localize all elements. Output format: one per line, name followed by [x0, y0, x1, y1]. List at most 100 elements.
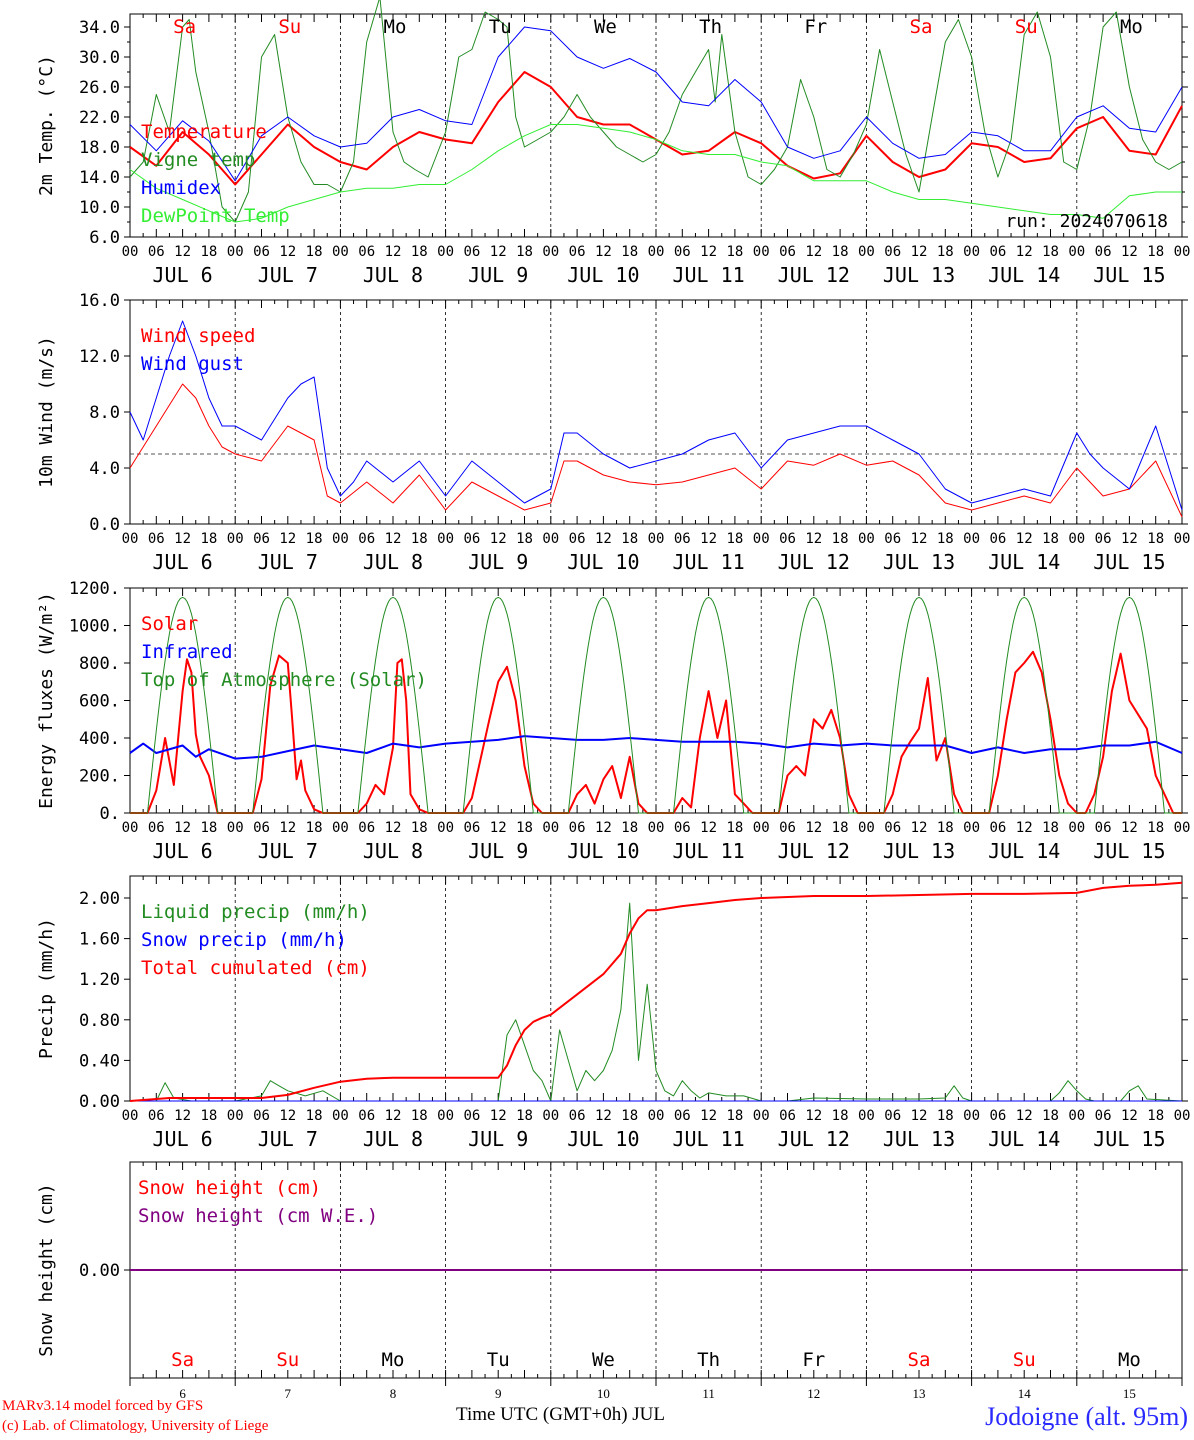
day-label: JUL 10 [567, 263, 639, 287]
series-line-wind-speed [129, 383, 1183, 518]
day-label: JUL 13 [883, 550, 955, 574]
hour-tick-label: 12 [385, 244, 402, 260]
hour-tick-label: 12 [595, 1108, 612, 1124]
hour-tick-label: 18 [621, 531, 638, 547]
y-tick-label: 0.40 [79, 1051, 120, 1071]
hour-tick-label: 00 [963, 244, 980, 260]
day-label: JUL 13 [883, 263, 955, 287]
hour-tick-label: 12 [1016, 1108, 1033, 1124]
day-label: JUL 6 [152, 550, 212, 574]
hour-tick-label: 18 [411, 531, 428, 547]
hour-tick-label: 06 [148, 820, 165, 836]
y-tick-label: 30.0 [79, 48, 120, 68]
hour-tick-label: 18 [411, 244, 428, 260]
weekday-label-top: We [594, 16, 617, 38]
y-tick-label: 0.80 [79, 1011, 120, 1031]
hour-tick-label: 12 [490, 1108, 507, 1124]
bottom-date-axis: 6 7 8 9 10 11 12 13 14 15 [129, 1377, 1183, 1401]
hour-tick-label: 00 [542, 244, 559, 260]
y-tick-label: 1200. [69, 579, 120, 599]
legend-entry: DewPoint Temp [141, 205, 290, 227]
day-label: JUL 14 [988, 839, 1060, 863]
day-label: JUL 11 [672, 263, 744, 287]
station-name: Jodoigne (alt. 95m) [985, 1402, 1188, 1431]
hour-tick-label: 18 [516, 1108, 533, 1124]
hour-tick-label: 00 [437, 531, 454, 547]
day-label: JUL 12 [778, 550, 850, 574]
hour-tick-label: 18 [306, 244, 323, 260]
hour-tick-label: 18 [516, 820, 533, 836]
weekday-label-top: Sa [910, 16, 933, 38]
hour-tick-label: 00 [648, 531, 665, 547]
y-tick-label: 14.0 [79, 168, 120, 188]
legend-entry: Infrared [141, 641, 233, 663]
hour-tick-label: 06 [674, 531, 691, 547]
y-tick-label: 800. [79, 654, 120, 674]
hour-tick-label: 06 [779, 244, 796, 260]
hour-tick-label: 18 [1042, 820, 1059, 836]
hour-tick-label: 12 [490, 244, 507, 260]
hour-tick-label: 12 [911, 1108, 928, 1124]
y-tick-label: 6.0 [89, 228, 120, 248]
hour-tick-label: 12 [805, 820, 822, 836]
day-label: JUL 6 [152, 839, 212, 863]
x-axis-title: Time UTC (GMT+0h) JUL [456, 1404, 665, 1425]
hour-tick-label: 00 [753, 1108, 770, 1124]
weekday-label-bottom: Fr [802, 1349, 825, 1371]
hour-tick-label: 18 [1147, 531, 1164, 547]
hour-tick-label: 18 [1042, 244, 1059, 260]
hour-tick-label: 18 [200, 531, 217, 547]
panel-1: 6.0 10.0 14.0 18.0 22.0 26.0 30.0 34.0 2m Temp. … [36, 0, 1190, 287]
day-label: JUL 6 [152, 1127, 212, 1151]
weekday-label-top: Mo [1120, 16, 1143, 38]
day-label: JUL 8 [363, 839, 423, 863]
hour-tick-label: 18 [937, 531, 954, 547]
weekday-label-bottom: Su [1013, 1349, 1036, 1371]
hour-tick-label: 06 [989, 1108, 1006, 1124]
hour-tick-label: 18 [726, 531, 743, 547]
series-line-vigne-temp [129, 0, 1183, 223]
hour-tick-label: 06 [674, 820, 691, 836]
hour-tick-label: 18 [306, 820, 323, 836]
hour-tick-label: 00 [753, 244, 770, 260]
hour-tick-label: 12 [385, 1108, 402, 1124]
panel-2: 0.0 4.0 8.0 12.0 16.0 10m Wind (m/s) Wind spee… [36, 291, 1190, 574]
day-label: JUL 8 [363, 550, 423, 574]
day-label: JUL 14 [988, 550, 1060, 574]
hour-tick-label: 18 [832, 531, 849, 547]
day-label: JUL 9 [468, 839, 528, 863]
hour-tick-label: 12 [490, 531, 507, 547]
hour-tick-label: 06 [148, 244, 165, 260]
hour-tick-label: 00 [1068, 820, 1085, 836]
hour-tick-label: 18 [937, 820, 954, 836]
bottom-day-number: 15 [1123, 1386, 1136, 1401]
hour-tick-label: 00 [332, 1108, 349, 1124]
day-label: JUL 14 [988, 1127, 1060, 1151]
hour-tick-label: 00 [963, 531, 980, 547]
y-tick-label: 1.20 [79, 970, 120, 990]
legend-entry: Solar [141, 613, 198, 635]
series-line-total-cumulated-cm- [129, 881, 1183, 1102]
hour-tick-label: 12 [174, 820, 191, 836]
hour-tick-label: 18 [1042, 1108, 1059, 1124]
y-axis-label: 2m Temp. (°C) [36, 55, 57, 196]
day-label: JUL 11 [672, 550, 744, 574]
hour-tick-label: 18 [516, 531, 533, 547]
y-tick-label: 0.0 [89, 515, 120, 535]
hour-tick-label: 12 [700, 820, 717, 836]
hour-tick-label: 12 [1016, 531, 1033, 547]
hour-tick-label: 06 [1095, 531, 1112, 547]
day-label: JUL 6 [152, 263, 212, 287]
day-label: JUL 10 [567, 1127, 639, 1151]
day-label: JUL 11 [672, 1127, 744, 1151]
weekday-label-top: Mo [384, 16, 407, 38]
legend-entry: Snow height (cm) [138, 1177, 321, 1199]
hour-tick-label: 00 [648, 244, 665, 260]
hour-tick-label: 12 [595, 531, 612, 547]
series-line-dewpoint-temp [129, 124, 1182, 223]
day-label: JUL 10 [567, 550, 639, 574]
y-tick-label: 18.0 [79, 138, 120, 158]
day-label: JUL 9 [468, 550, 528, 574]
hour-tick-label: 06 [148, 1108, 165, 1124]
